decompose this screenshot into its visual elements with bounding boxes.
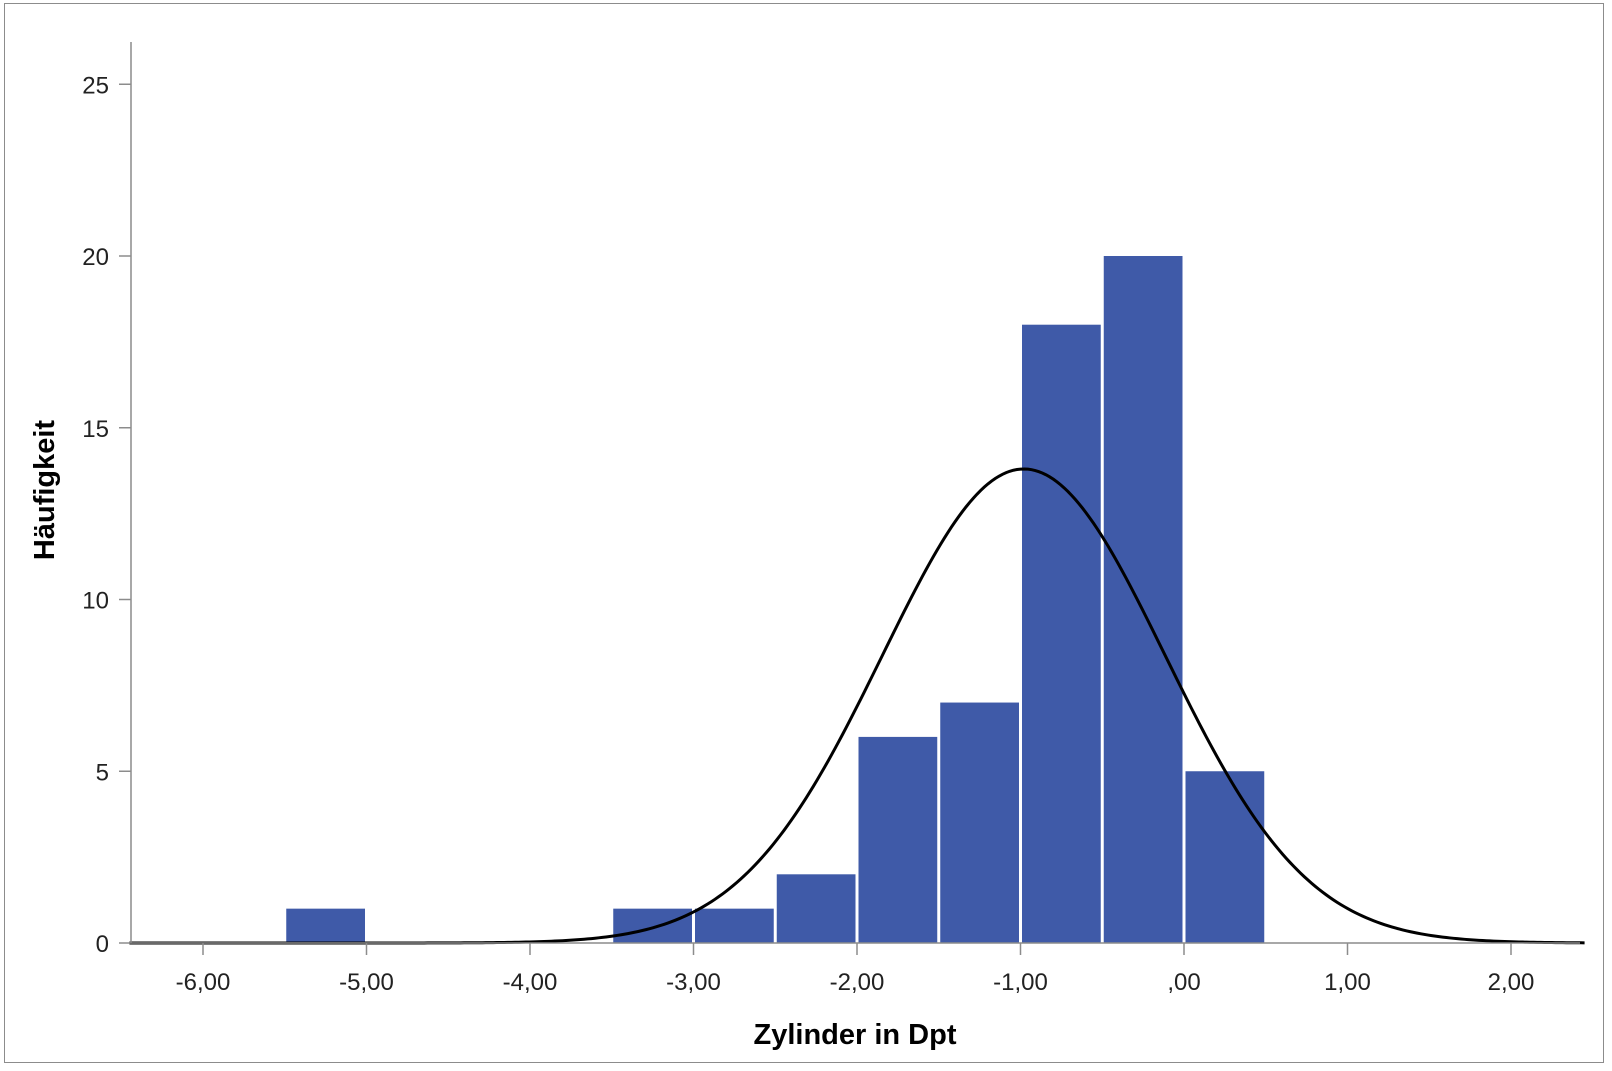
- y-axis-title: Häufigkeit: [29, 420, 61, 561]
- histogram-bar-3: [776, 874, 856, 943]
- histogram-bar-5: [940, 702, 1019, 943]
- x-tick-label: 1,00: [1324, 969, 1371, 996]
- histogram-bar-8: [1185, 771, 1265, 943]
- y-tick-label: 15: [82, 416, 109, 443]
- bars-group: [286, 256, 1265, 943]
- histogram-bar-0: [286, 908, 365, 943]
- x-tick-label: -5,00: [339, 969, 394, 996]
- normal-curve: [129, 467, 1585, 945]
- y-tick-label: 10: [82, 588, 109, 615]
- x-tick-label: -1,00: [993, 969, 1048, 996]
- x-tick-label: -3,00: [666, 969, 721, 996]
- x-tick-label: 2,00: [1488, 969, 1535, 996]
- x-tick-label: -4,00: [503, 969, 558, 996]
- histogram-bar-7: [1103, 256, 1183, 943]
- y-ticks-group: 0 5 10 15 20 25: [82, 72, 131, 958]
- y-tick-label: 25: [82, 72, 109, 99]
- x-tick-label: ,00: [1167, 969, 1200, 996]
- x-tick-label: -6,00: [176, 969, 231, 996]
- x-axis-title: Zylinder in Dpt: [754, 1019, 957, 1051]
- histogram-bar-6: [1022, 324, 1101, 943]
- histogram-bar-1: [613, 908, 692, 943]
- y-tick-label: 5: [96, 759, 109, 786]
- y-tick-label: 0: [96, 931, 109, 958]
- x-ticks-group: -6,00 -5,00 -4,00 -3,00 -2,00 -1,00 ,00 1,00 2,0…: [176, 943, 1535, 996]
- x-tick-label: -2,00: [830, 969, 885, 996]
- histogram-bar-4: [858, 736, 938, 943]
- y-tick-label: 20: [82, 244, 109, 271]
- histogram-bar-2: [695, 908, 774, 943]
